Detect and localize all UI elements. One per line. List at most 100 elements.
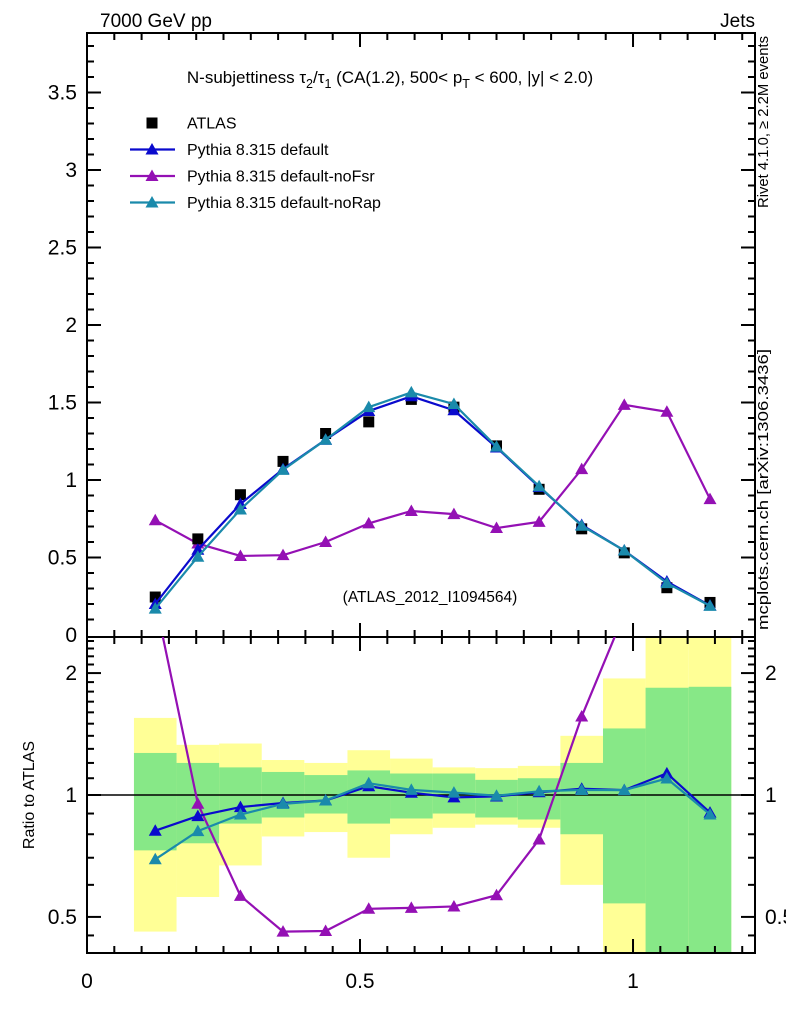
- main-y-tick-label: 0.5: [48, 547, 77, 570]
- series-marker: [234, 489, 246, 501]
- ratio-line: [161, 637, 616, 933]
- legend-item-atlas: ATLAS: [146, 116, 237, 133]
- series-marker: [233, 502, 247, 515]
- chart-generated-content: 0 0.5 1 0 0.5 1 1.5 2 2.5 3 3.5 0.5 0.5 1 1 2 2 N-subjett…: [48, 32, 786, 994]
- series-atlas: [149, 393, 716, 608]
- main-y-tick-label: 1: [65, 469, 77, 492]
- series-marker: [404, 504, 418, 516]
- band-inner-bin: [560, 762, 603, 835]
- series-marker: [319, 433, 333, 445]
- ratio-y-tick-label-left: 0.5: [48, 906, 77, 929]
- ratio-marker: [233, 889, 247, 901]
- series-marker: [532, 479, 546, 492]
- axis-tick-labels: 0 0.5 1 0 0.5 1 1.5 2 2.5 3 3.5 0.5 0.5 1 1 2 2: [48, 82, 786, 994]
- ratio-marker: [532, 832, 546, 845]
- series-marker: [149, 591, 161, 603]
- series-marker: [363, 416, 375, 428]
- ratio-marker: [447, 899, 461, 912]
- series-marker: [319, 535, 333, 547]
- series-marker: [362, 516, 376, 529]
- ratio-marker: [490, 789, 504, 801]
- legend-marker-triangle: [145, 143, 159, 155]
- legend: ATLAS Pythia 8.315 default Pythia 8.315 de…: [130, 116, 381, 212]
- series-marker: [575, 462, 589, 475]
- series-line: [154, 395, 711, 607]
- ratio-marker: [191, 824, 205, 837]
- ratio-marker: [404, 783, 418, 795]
- series-marker: [617, 544, 631, 556]
- series-marker: [192, 533, 204, 545]
- series-line: [154, 391, 711, 610]
- ratio-marker: [490, 888, 504, 901]
- series-marker: [447, 507, 461, 520]
- ratio-marker: [233, 800, 247, 813]
- series-marker: [660, 405, 674, 417]
- legend-label: Pythia 8.315 default-noRap: [187, 195, 381, 212]
- series-marker: [276, 463, 290, 475]
- ratio-marker: [276, 925, 290, 937]
- legend-item-pythia-8-315-default: Pythia 8.315 default: [130, 142, 329, 159]
- legend-label: Pythia 8.315 default: [187, 142, 329, 159]
- legend-item-pythia-8-315-default-norap: Pythia 8.315 default-noRap: [130, 195, 381, 212]
- series-marker: [660, 576, 674, 589]
- ratio-marker: [703, 807, 717, 820]
- ratio-pythia-8-315-default-nofsr: [161, 637, 616, 937]
- ratio-marker: [233, 808, 247, 820]
- series-marker: [148, 602, 162, 614]
- ratio-panel-series: [148, 637, 717, 937]
- x-tick-label: 1: [627, 970, 639, 993]
- ratio-y-tick-label-left: 1: [65, 784, 77, 807]
- ratio-marker: [276, 797, 290, 809]
- ratio-marker: [191, 809, 205, 822]
- mcplots-arxiv-note: mcplots.cern.ch [arXiv:1306.3436]: [756, 349, 772, 630]
- main-y-tick-label: 2.5: [48, 237, 77, 260]
- legend-marker-square: [146, 117, 158, 129]
- ratio-marker: [362, 902, 376, 914]
- series-marker: [233, 549, 247, 561]
- series-marker: [532, 515, 546, 527]
- series-marker: [148, 513, 162, 526]
- series-marker: [703, 599, 717, 611]
- legend-label: Pythia 8.315 default-noFsr: [187, 169, 375, 186]
- series-marker: [490, 440, 504, 452]
- legend-marker-triangle: [145, 169, 159, 181]
- series-marker: [575, 519, 589, 531]
- series-marker: [276, 548, 290, 561]
- main-y-tick-label: 1.5: [48, 392, 77, 415]
- x-tick-label: 0: [81, 970, 93, 993]
- ratio-marker: [362, 776, 376, 789]
- main-y-tick-label: 0: [65, 624, 77, 647]
- band-inner-bin: [645, 687, 689, 953]
- ratio-y-tick-label-right: 2: [765, 662, 777, 685]
- ratio-uncertainty-bands: [133, 637, 732, 953]
- axis-ticks: [87, 33, 755, 953]
- series-pythia-8-315-default-nofsr: [148, 398, 717, 561]
- ratio-y-tick-label-right: 0.5: [765, 906, 786, 929]
- main-y-tick-label: 3.5: [48, 82, 77, 105]
- analysis-watermark: (ATLAS_2012_I1094564): [343, 589, 518, 606]
- main-panel-series: [148, 385, 717, 614]
- legend-label: ATLAS: [187, 116, 237, 133]
- ratio-marker: [319, 793, 333, 806]
- series-pythia-8-315-default: [148, 389, 717, 611]
- ratio-marker: [447, 786, 461, 798]
- series-marker: [447, 397, 461, 410]
- ratio-marker: [532, 784, 546, 797]
- band-inner-bin: [688, 686, 732, 953]
- ratio-marker: [148, 852, 162, 865]
- band-inner-bin: [133, 752, 177, 851]
- panel-title: N-subjettiness τ2/τ1 (CA(1.2), 500< pT <…: [187, 68, 593, 91]
- ratio-marker: [404, 901, 418, 913]
- band-inner-bin: [602, 728, 646, 904]
- ratio-marker: [660, 771, 674, 784]
- ratio-y-tick-label-right: 1: [765, 784, 777, 807]
- legend-item-pythia-8-315-default-nofsr: Pythia 8.315 default-noFsr: [130, 169, 375, 186]
- ratio-line: [154, 777, 711, 861]
- series-marker: [617, 398, 631, 410]
- main-y-tick-label: 3: [65, 159, 77, 182]
- ratio-pythia-8-315-default-norap: [148, 771, 717, 865]
- rivet-version-note: Rivet 4.1.0, ≥ 2.2M events: [756, 36, 772, 208]
- header-analysis-label: Jets: [720, 11, 755, 32]
